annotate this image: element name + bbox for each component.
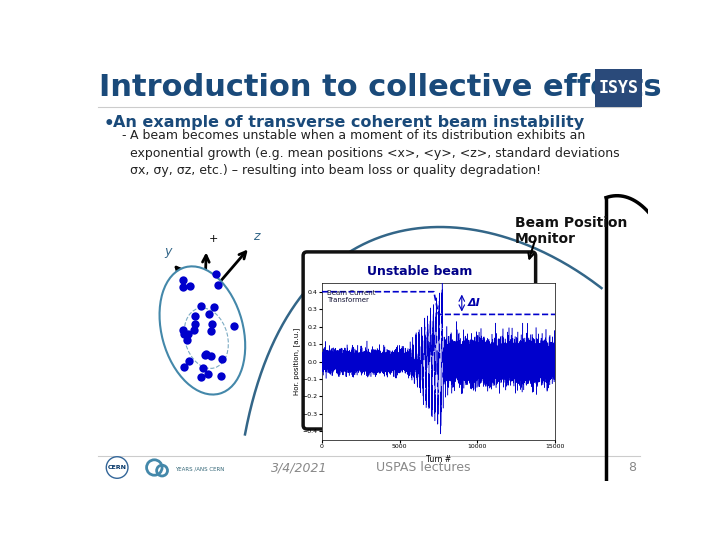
- Text: y: y: [164, 245, 172, 258]
- Text: A beam becomes unstable when a moment of its distribution exhibits an
exponentia: A beam becomes unstable when a moment of…: [130, 130, 620, 178]
- Text: CERN: CERN: [107, 465, 127, 470]
- Text: 3/4/2021: 3/4/2021: [271, 461, 328, 474]
- Text: z: z: [253, 230, 259, 242]
- Ellipse shape: [160, 266, 246, 395]
- FancyBboxPatch shape: [595, 69, 642, 107]
- Text: Unstable beam: Unstable beam: [366, 265, 472, 278]
- Text: YEARS /ANS CERN: YEARS /ANS CERN: [175, 467, 225, 471]
- Text: -: -: [121, 130, 125, 143]
- Text: •: •: [104, 115, 114, 133]
- Text: An example of transverse coherent beam instability: An example of transverse coherent beam i…: [113, 115, 585, 130]
- X-axis label: Turn #: Turn #: [426, 455, 451, 464]
- Circle shape: [107, 457, 128, 478]
- Text: ISYS: ISYS: [598, 79, 639, 97]
- Text: 8: 8: [629, 461, 636, 474]
- Text: Beam Current
Transformer: Beam Current Transformer: [328, 289, 376, 302]
- Y-axis label: Hor. position, [a.u.]: Hor. position, [a.u.]: [293, 328, 300, 395]
- Text: Beam Position
Monitor: Beam Position Monitor: [515, 215, 627, 246]
- Text: ΔI: ΔI: [468, 298, 481, 308]
- FancyBboxPatch shape: [303, 252, 536, 429]
- Text: +: +: [209, 234, 218, 244]
- Text: USPAS lectures: USPAS lectures: [376, 461, 470, 474]
- Text: Introduction to collective effects: Introduction to collective effects: [99, 72, 662, 102]
